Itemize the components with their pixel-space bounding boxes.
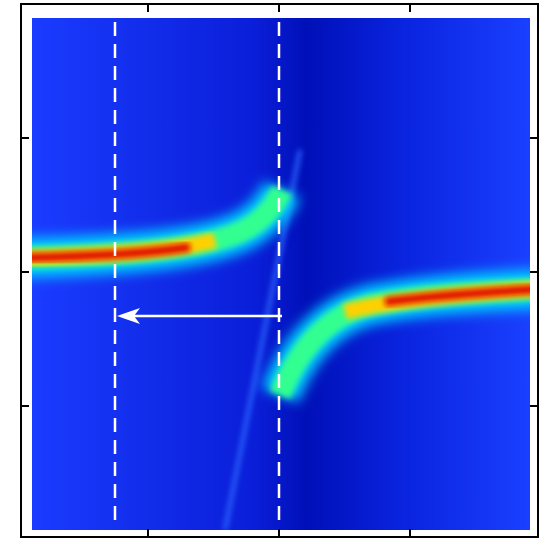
upper-branch-core [32,242,191,263]
ticks [21,4,538,537]
lower-branch-core [384,285,530,307]
heatmap [32,149,530,530]
arrow-head [117,308,140,324]
